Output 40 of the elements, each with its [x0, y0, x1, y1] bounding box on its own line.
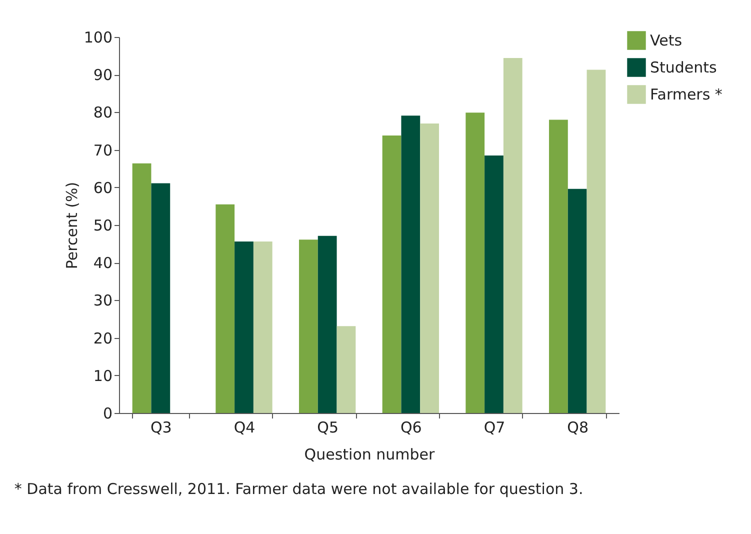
y-tick-label: 40	[93, 254, 112, 272]
legend-label: Vets	[650, 32, 682, 50]
bar	[586, 70, 606, 413]
legend-label: Farmers *	[650, 86, 723, 104]
x-tick-label: Q4	[234, 418, 256, 436]
y-tick-label: 0	[102, 404, 112, 422]
legend-label: Students	[650, 58, 718, 76]
x-tick-label: Q7	[484, 418, 506, 436]
bar	[549, 120, 568, 413]
bar	[466, 112, 485, 413]
y-axis-title: Percent (%)	[62, 182, 81, 270]
y-tick-label: 100	[84, 28, 112, 46]
bar	[503, 58, 522, 413]
y-tick-label: 20	[93, 329, 112, 348]
bar	[253, 242, 272, 413]
x-axis-title: Question number	[304, 446, 436, 464]
y-tick-label: 60	[93, 178, 112, 197]
x-tick-label: Q6	[400, 418, 422, 436]
x-tick-label: Q3	[150, 418, 172, 436]
bar	[299, 240, 318, 413]
text: * Data from Cresswell, 2011. Farmer data were not available for question 3.	[14, 480, 584, 498]
bar	[234, 242, 254, 413]
bar	[151, 183, 170, 413]
bar	[336, 326, 356, 413]
y-tick-label: 30	[93, 292, 112, 310]
bar	[216, 204, 235, 413]
bar	[318, 236, 337, 413]
bar	[420, 123, 439, 413]
x-tick-label: Q8	[567, 418, 589, 436]
x-tick-label: Q5	[317, 418, 339, 436]
bar	[484, 155, 504, 413]
bar	[401, 116, 420, 413]
y-tick-label: 80	[93, 104, 112, 122]
y-tick-label: 50	[93, 216, 112, 234]
y-tick-label: 90	[93, 66, 112, 84]
bar	[382, 136, 402, 413]
y-tick-label: 10	[93, 366, 112, 385]
bar	[568, 188, 587, 413]
bar	[132, 163, 152, 413]
y-tick-label: 70	[93, 141, 112, 160]
